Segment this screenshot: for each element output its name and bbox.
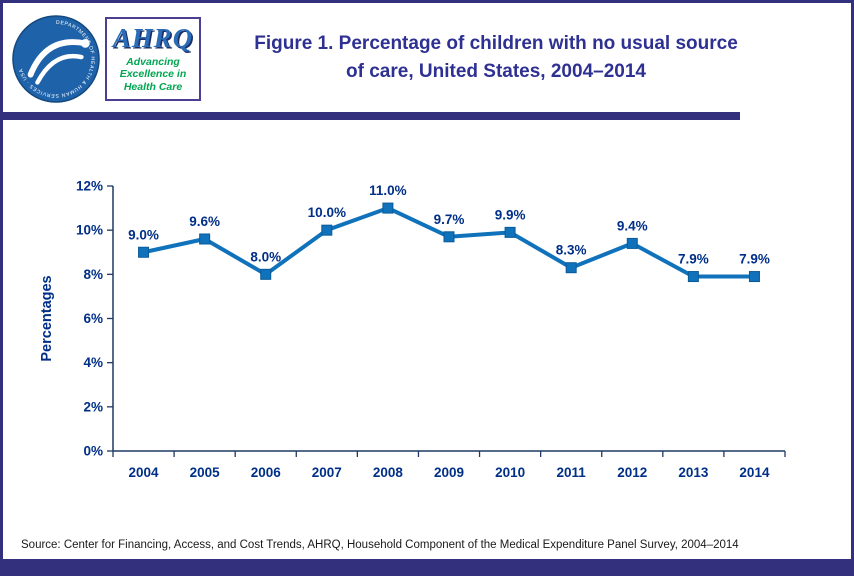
x-axis-label: 2008 <box>373 465 404 480</box>
y-tick-label: 8% <box>83 267 103 282</box>
x-axis-label: 2014 <box>739 465 770 480</box>
y-tick-label: 12% <box>76 179 103 194</box>
ahrq-tagline: Advancing Excellence in Health Care <box>119 56 187 93</box>
x-axis-label: 2010 <box>495 465 525 480</box>
data-point-2009 <box>443 231 455 243</box>
data-point-2005 <box>199 233 211 245</box>
data-label: 11.0% <box>369 183 407 198</box>
line-chart: 0% 2% 4% 6% 8% 10% 12% 2004 2005 2006 2007 2008 2009… <box>25 141 831 501</box>
data-point-2008 <box>382 202 394 214</box>
data-label: 8.0% <box>250 249 281 264</box>
data-label: 7.9% <box>678 252 709 267</box>
page-title: Figure 1. Percentage of children with no… <box>201 30 791 85</box>
x-axis-label: 2005 <box>190 465 221 480</box>
title-line-2: of care, United States, 2004–2014 <box>346 61 646 82</box>
x-axis-label: 2004 <box>129 465 160 480</box>
data-point-2011 <box>565 262 577 274</box>
data-point-2012 <box>626 237 638 249</box>
chart-svg: 0% 2% 4% 6% 8% 10% 12% 2004 2005 2006 2007 2008 2009… <box>39 179 786 480</box>
data-point-2006 <box>260 268 272 280</box>
data-point-2007 <box>321 224 333 236</box>
logo-group: DEPARTMENT OF HEALTH & HUMAN SERVICES · … <box>11 14 201 104</box>
data-point-2013 <box>687 271 699 283</box>
x-axis-label: 2006 <box>251 465 282 480</box>
hhs-eagle-icon <box>27 39 89 78</box>
y-tick-label: 6% <box>83 311 103 326</box>
title-wrap: Figure 1. Percentage of children with no… <box>201 30 851 85</box>
x-axis-label: 2012 <box>617 465 647 480</box>
data-point-2010 <box>504 226 516 238</box>
y-axis-title: Percentages <box>39 275 55 361</box>
header-divider-bar <box>3 112 740 120</box>
data-label: 9.9% <box>495 207 526 222</box>
data-point-2014 <box>748 271 760 283</box>
x-axis-label: 2007 <box>312 465 342 480</box>
ahrq-logo: AHRQ Advancing Excellence in Health Care <box>105 17 201 101</box>
data-label: 8.3% <box>556 243 587 258</box>
data-label: 9.0% <box>128 227 159 242</box>
y-tick-label: 4% <box>83 355 103 370</box>
ahrq-logo-text: AHRQ <box>112 23 194 54</box>
x-axis-label: 2011 <box>557 465 587 480</box>
y-tick-label: 0% <box>83 444 103 459</box>
data-label: 7.9% <box>739 252 770 267</box>
hhs-logo-icon: DEPARTMENT OF HEALTH & HUMAN SERVICES · … <box>12 15 100 103</box>
source-note: Source: Center for Financing, Access, an… <box>21 539 739 551</box>
data-point-2004 <box>138 246 150 258</box>
x-axis-label: 2009 <box>434 465 464 480</box>
data-label: 10.0% <box>308 205 346 220</box>
y-tick-label: 2% <box>83 399 103 414</box>
title-line-1: Figure 1. Percentage of children with no… <box>254 33 738 55</box>
data-label: 9.7% <box>434 212 465 227</box>
y-tick-label: 10% <box>76 223 103 238</box>
header: DEPARTMENT OF HEALTH & HUMAN SERVICES · … <box>3 3 851 113</box>
footer-accent-bar <box>3 559 851 573</box>
x-axis-label: 2013 <box>678 465 709 480</box>
data-label: 9.6% <box>189 214 220 229</box>
data-label: 9.4% <box>617 218 648 233</box>
